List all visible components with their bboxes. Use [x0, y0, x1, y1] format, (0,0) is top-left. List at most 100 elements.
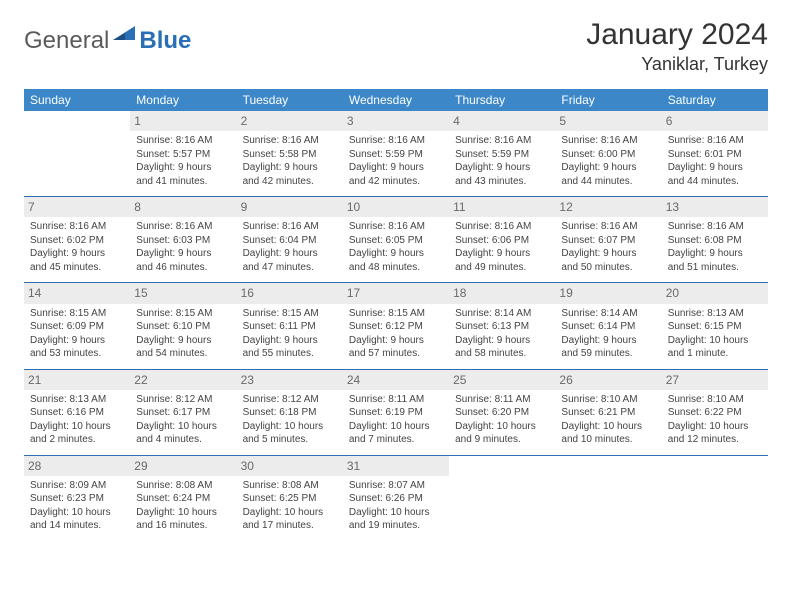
sunset-text: Sunset: 6:13 PM [455, 320, 549, 334]
sunrise-text: Sunrise: 8:16 AM [136, 134, 230, 148]
calendar-table: Sunday Monday Tuesday Wednesday Thursday… [24, 89, 768, 541]
daylight-line2: and 48 minutes. [349, 261, 443, 275]
dayheader-sun: Sunday [24, 89, 130, 111]
sunset-text: Sunset: 6:01 PM [668, 148, 762, 162]
day-cell: 21Sunrise: 8:13 AMSunset: 6:16 PMDayligh… [24, 369, 130, 455]
sunset-text: Sunset: 5:59 PM [349, 148, 443, 162]
daylight-line2: and 17 minutes. [243, 519, 337, 533]
day-cell: 28Sunrise: 8:09 AMSunset: 6:23 PMDayligh… [24, 455, 130, 541]
sunset-text: Sunset: 6:22 PM [668, 406, 762, 420]
sunset-text: Sunset: 5:57 PM [136, 148, 230, 162]
day-cell: 17Sunrise: 8:15 AMSunset: 6:12 PMDayligh… [343, 283, 449, 369]
day-cell: 8Sunrise: 8:16 AMSunset: 6:03 PMDaylight… [130, 197, 236, 283]
day-number: 25 [449, 370, 555, 390]
daylight-line2: and 47 minutes. [243, 261, 337, 275]
daylight-line2: and 45 minutes. [30, 261, 124, 275]
daylight-line2: and 14 minutes. [30, 519, 124, 533]
day-details: Sunrise: 8:08 AMSunset: 6:25 PMDaylight:… [243, 479, 337, 533]
day-cell: 11Sunrise: 8:16 AMSunset: 6:06 PMDayligh… [449, 197, 555, 283]
daylight-line1: Daylight: 9 hours [243, 334, 337, 348]
sunrise-text: Sunrise: 8:16 AM [668, 134, 762, 148]
sunrise-text: Sunrise: 8:14 AM [455, 307, 549, 321]
sunrise-text: Sunrise: 8:16 AM [561, 134, 655, 148]
sunset-text: Sunset: 6:24 PM [136, 492, 230, 506]
daylight-line1: Daylight: 10 hours [243, 506, 337, 520]
daylight-line1: Daylight: 10 hours [668, 420, 762, 434]
sunrise-text: Sunrise: 8:11 AM [455, 393, 549, 407]
day-details: Sunrise: 8:16 AMSunset: 6:08 PMDaylight:… [668, 220, 762, 274]
day-cell: 15 Sunrise: 8:15 AMSunset: 6:10 PMDayligh… [130, 283, 236, 369]
day-details: Sunrise: 8:16 AMSunset: 5:58 PMDaylight:… [243, 134, 337, 188]
day-details: Sunrise: 8:10 AMSunset: 6:21 PMDaylight:… [561, 393, 655, 447]
logo: General Blue [24, 18, 191, 57]
calendar-head: Sunday Monday Tuesday Wednesday Thursday… [24, 89, 768, 111]
sunset-text: Sunset: 6:12 PM [349, 320, 443, 334]
sunset-text: Sunset: 6:10 PM [136, 320, 230, 334]
day-cell: 29Sunrise: 8:08 AMSunset: 6:24 PMDayligh… [130, 455, 236, 541]
sunrise-text: Sunrise: 8:12 AM [243, 393, 337, 407]
daylight-line2: and 12 minutes. [668, 433, 762, 447]
day-cell: 4Sunrise: 8:16 AMSunset: 5:59 PMDaylight… [449, 111, 555, 197]
sunrise-text: Sunrise: 8:10 AM [668, 393, 762, 407]
day-number: 30 [237, 456, 343, 476]
calendar-page: General Blue January 2024 Yaniklar, Turk… [0, 0, 792, 559]
day-number: 28 [24, 456, 130, 476]
sunset-text: Sunset: 5:58 PM [243, 148, 337, 162]
daylight-line1: Daylight: 10 hours [136, 420, 230, 434]
daylight-line2: and 54 minutes. [136, 347, 230, 361]
daylight-line2: and 44 minutes. [668, 175, 762, 189]
day-number: 7 [24, 197, 130, 217]
week-row: 14Sunrise: 8:15 AMSunset: 6:09 PMDayligh… [24, 283, 768, 369]
day-details: Sunrise: 8:16 AMSunset: 6:01 PMDaylight:… [668, 134, 762, 188]
day-number: 13 [662, 197, 768, 217]
sunrise-text: Sunrise: 8:16 AM [349, 134, 443, 148]
sunrise-text: Sunrise: 8:09 AM [30, 479, 124, 493]
daylight-line1: Daylight: 10 hours [668, 334, 762, 348]
day-details: Sunrise: 8:12 AMSunset: 6:17 PMDaylight:… [136, 393, 230, 447]
sunrise-text: Sunrise: 8:16 AM [561, 220, 655, 234]
daylight-line1: Daylight: 9 hours [455, 334, 549, 348]
sunrise-text: Sunrise: 8:16 AM [243, 220, 337, 234]
daylight-line1: Daylight: 9 hours [349, 161, 443, 175]
day-details: Sunrise: 8:13 AMSunset: 6:15 PMDaylight:… [668, 307, 762, 361]
day-cell: 30 Sunrise: 8:08 AMSunset: 6:25 PMDayligh… [237, 455, 343, 541]
sunrise-text: Sunrise: 8:16 AM [668, 220, 762, 234]
daylight-line2: and 10 minutes. [561, 433, 655, 447]
day-details: Sunrise: 8:10 AMSunset: 6:22 PMDaylight:… [668, 393, 762, 447]
day-details: Sunrise: 8:08 AMSunset: 6:24 PMDaylight:… [136, 479, 230, 533]
daylight-line2: and 55 minutes. [243, 347, 337, 361]
daylight-line1: Daylight: 9 hours [561, 161, 655, 175]
day-number: 15 [130, 283, 236, 303]
sunset-text: Sunset: 6:05 PM [349, 234, 443, 248]
day-cell: 13 Sunrise: 8:16 AMSunset: 6:08 PMDayligh… [662, 197, 768, 283]
day-number: 16 [237, 283, 343, 303]
sunrise-text: Sunrise: 8:13 AM [668, 307, 762, 321]
daylight-line2: and 7 minutes. [349, 433, 443, 447]
sunrise-text: Sunrise: 8:08 AM [136, 479, 230, 493]
daylight-line1: Daylight: 9 hours [136, 334, 230, 348]
location: Yaniklar, Turkey [586, 54, 768, 75]
day-details: Sunrise: 8:11 AMSunset: 6:20 PMDaylight:… [455, 393, 549, 447]
daylight-line2: and 42 minutes. [349, 175, 443, 189]
title-block: January 2024 Yaniklar, Turkey [586, 18, 768, 75]
day-number: 9 [237, 197, 343, 217]
day-details: Sunrise: 8:15 AMSunset: 6:10 PMDaylight:… [136, 307, 230, 361]
day-cell: 5Sunrise: 8:16 AMSunset: 6:00 PMDaylight… [555, 111, 661, 197]
sunset-text: Sunset: 6:15 PM [668, 320, 762, 334]
day-number: 11 [449, 197, 555, 217]
sunset-text: Sunset: 6:04 PM [243, 234, 337, 248]
day-number: 2 [237, 111, 343, 131]
day-number: 4 [449, 111, 555, 131]
sunrise-text: Sunrise: 8:16 AM [455, 220, 549, 234]
sunset-text: Sunset: 6:18 PM [243, 406, 337, 420]
dayheader-wed: Wednesday [343, 89, 449, 111]
daylight-line2: and 19 minutes. [349, 519, 443, 533]
day-number: 5 [555, 111, 661, 131]
daylight-line2: and 49 minutes. [455, 261, 549, 275]
day-number: 26 [555, 370, 661, 390]
month-title: January 2024 [586, 18, 768, 52]
daylight-line1: Daylight: 10 hours [243, 420, 337, 434]
day-details: Sunrise: 8:16 AMSunset: 6:07 PMDaylight:… [561, 220, 655, 274]
daylight-line2: and 46 minutes. [136, 261, 230, 275]
sunset-text: Sunset: 6:20 PM [455, 406, 549, 420]
